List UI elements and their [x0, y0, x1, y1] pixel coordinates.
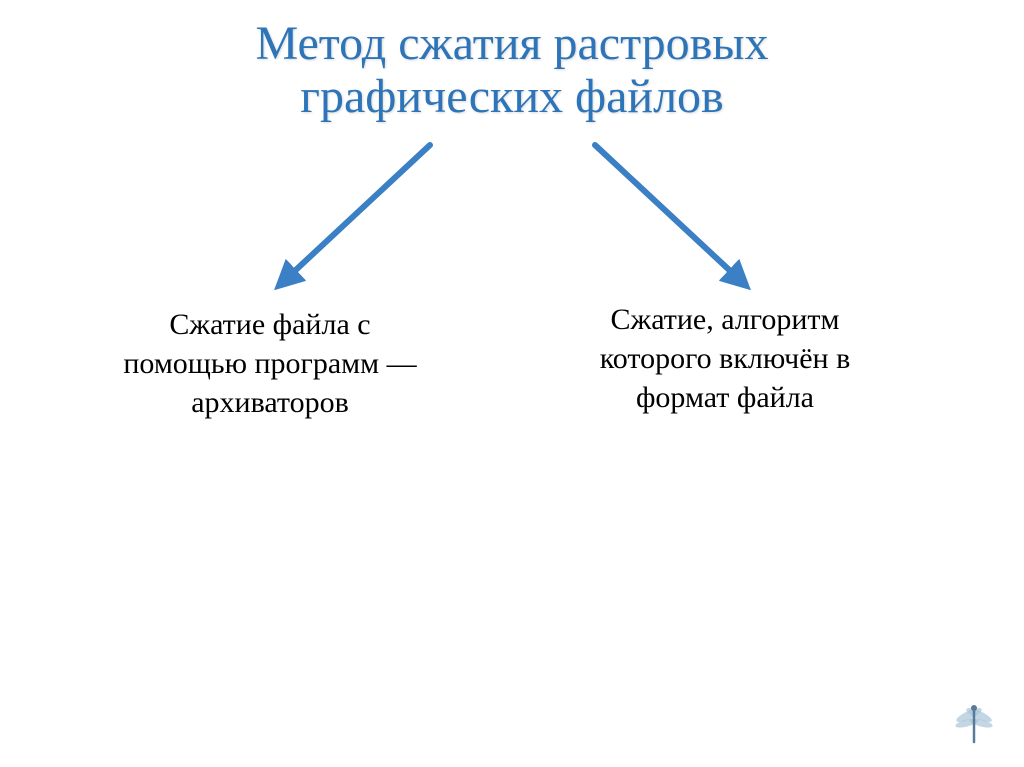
branch-left-text: Сжатие файла с помощью программ — архива…	[120, 305, 420, 422]
slide-title: Метод сжатия растровых графических файло…	[0, 0, 1024, 124]
arrow-right	[595, 145, 740, 280]
title-line-1: Метод сжатия растровых	[0, 18, 1024, 71]
branch-right-text: Сжатие, алгоритм которого включён в форм…	[560, 300, 890, 417]
arrow-left	[285, 145, 430, 280]
title-line-2: графических файлов	[0, 71, 1024, 124]
dragonfly-icon	[949, 697, 999, 747]
